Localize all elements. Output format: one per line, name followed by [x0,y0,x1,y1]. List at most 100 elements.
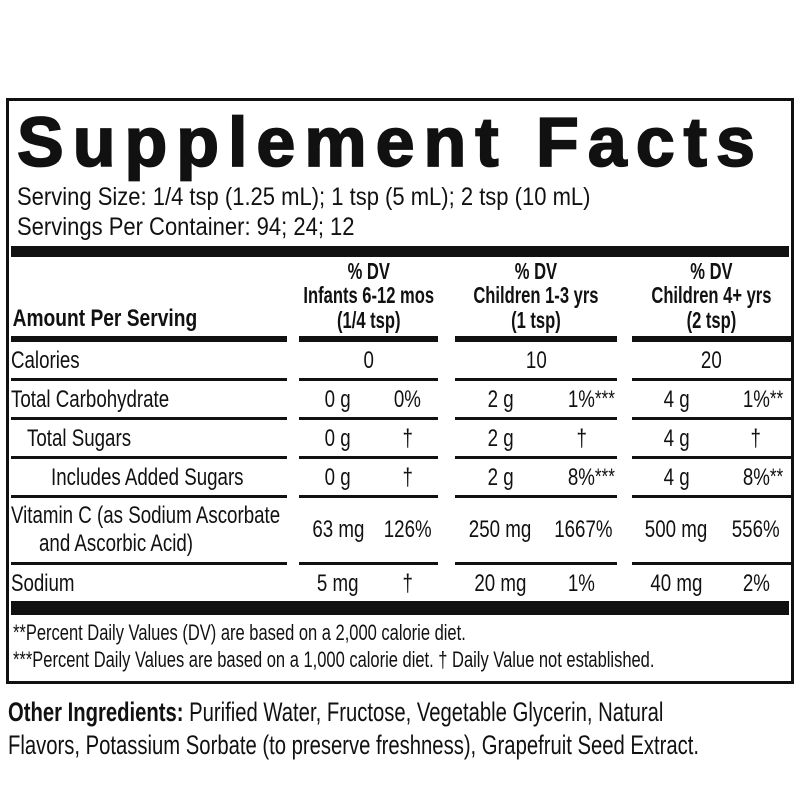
dv-label: % DV [514,257,558,284]
other-ingredients-text-1: Purified Water, Fructose, Vegetable Glyc… [183,696,664,727]
table-header-row: Amount Per Serving % DV Infants 6-12 mos… [11,257,791,342]
column-gap [287,342,299,381]
column-gap [287,259,299,342]
column-gap [287,498,299,565]
value-cell: 63 mg 126% [299,498,438,565]
group-label: Children 1-3 yrs [473,282,599,309]
amount-per-serving-label: Amount Per Serving [12,304,198,332]
amount-value: 2 g [487,385,514,413]
dv-value: 8%*** [567,463,615,491]
column-gap [617,342,632,381]
dv-value: † [402,424,413,452]
value-cell: 250 mg 1667% [455,498,617,565]
column-gap [438,459,455,498]
value-cell: 4 g † [632,420,791,459]
footnotes: **Percent Daily Values (DV) are based on… [11,615,789,676]
value-cell: 2 g † [455,420,617,459]
dv-value: 1% [567,569,595,597]
calories-value-children-1-3: 10 [455,342,617,381]
nutrient-name: Includes Added Sugars [11,459,287,498]
nutrient-row-added-sugars: Includes Added Sugars 0 g † 2 g 8%*** 4 … [11,459,791,498]
column-gap [438,420,455,459]
footnote-line-2: ***Percent Daily Values are based on a 1… [13,646,655,672]
calories-value-infants: 0 [299,342,438,381]
amount-per-serving-header: Amount Per Serving [11,259,287,342]
other-ingredients-line-1: Other Ingredients: Purified Water, Fruct… [8,696,800,730]
serving-size-text: Serving Size: 1/4 tsp (1.25 mL); 1 tsp (… [17,182,591,211]
column-gap [617,420,632,459]
column-header-infants: % DV Infants 6-12 mos (1/4 tsp) [299,257,438,342]
group-label: Infants 6-12 mos [303,282,434,309]
value-cell: 20 mg 1% [455,565,617,601]
nutrient-name: Sodium [11,569,75,597]
column-gap [438,498,455,565]
column-gap [617,498,632,565]
other-ingredients-label: Other Ingredients: [8,696,184,727]
value-cell: 4 g 1%** [632,381,791,420]
amount-value: 2 g [487,424,514,452]
nutrient-name: Total Sugars [11,420,287,459]
nutrient-row-sodium: Sodium 5 mg † 20 mg 1% 40 mg 2% [11,565,789,601]
amount-value: 250 mg [469,515,532,543]
other-ingredients-line-2: Flavors, Potassium Sorbate (to preserve … [8,729,800,763]
dv-value: 1%*** [567,385,615,413]
amount-value: 4 g [663,385,690,413]
panel-title: Supplement Facts [16,103,764,181]
column-gap [617,381,632,420]
column-gap [438,565,455,601]
nutrient-name: Vitamin C (as Sodium Ascorbate and Ascor… [11,498,287,565]
column-gap [287,381,299,420]
amount-value: 4 g [663,463,690,491]
dose-label: (1 tsp) [511,307,561,334]
value-cell: 2 g 8%*** [455,459,617,498]
value-cell: 4 g 8%** [632,459,791,498]
amount-value: 4 g [663,424,690,452]
amount-value: 0 g [324,424,351,452]
value-cell: 40 mg 2% [632,565,791,601]
column-header-children-4plus: % DV Children 4+ yrs (2 tsp) [632,257,791,342]
serving-size-line: Serving Size: 1/4 tsp (1.25 mL); 1 tsp (… [17,182,789,212]
value-cell: 5 mg † [299,565,438,601]
nutrient-name: Calories [11,342,287,381]
divider-bar-top [11,245,789,257]
other-ingredients-text-2: Flavors, Potassium Sorbate (to preserve … [8,730,700,761]
dv-value: 8%** [742,463,783,491]
column-gap [617,565,632,601]
dv-value: 1%** [742,385,783,413]
value-cell: 0 g † [299,420,438,459]
dv-label: % DV [347,257,390,284]
column-gap [617,259,632,342]
column-gap [438,381,455,420]
column-header-children-1-3: % DV Children 1-3 yrs (1 tsp) [455,257,617,342]
amount-value: 0 g [324,463,351,491]
amount-value: 500 mg [645,515,708,543]
group-label: Children 4+ yrs [651,282,772,309]
dv-value: † [750,424,762,452]
value-cell: 0 g 0% [299,381,438,420]
amount-value: 0 g [324,385,351,413]
serving-info: Serving Size: 1/4 tsp (1.25 mL); 1 tsp (… [11,176,789,242]
dv-value: 1667% [553,515,613,543]
dv-value: † [402,569,413,597]
value-cell: 2 g 1%*** [455,381,617,420]
dv-value: † [402,463,413,491]
nutrient-name: Total Carbohydrate [11,381,287,420]
dv-label: % DV [690,257,733,284]
value-cell: 500 mg 556% [632,498,791,565]
nutrient-row-total-carbohydrate: Total Carbohydrate 0 g 0% 2 g 1%*** 4 g … [11,381,791,420]
column-gap [438,342,455,381]
amount-value: 5 mg [317,569,359,597]
dose-label: (1/4 tsp) [336,307,401,334]
nutrient-row-total-sugars: Total Sugars 0 g † 2 g † 4 g † [11,420,791,459]
column-gap [287,565,299,601]
calories-value-children-4plus: 20 [632,342,791,381]
amount-value: 20 mg [474,569,527,597]
supplement-facts-panel: Supplement Facts Serving Size: 1/4 tsp (… [6,98,794,684]
nutrient-row-calories: Calories 0 10 20 [11,342,791,381]
divider-bar-bottom [11,600,789,615]
column-gap [287,420,299,459]
value-cell: 0 g † [299,459,438,498]
nutrient-row-vitamin-c: Vitamin C (as Sodium Ascorbate and Ascor… [11,498,791,565]
dose-label: (2 tsp) [686,307,737,334]
